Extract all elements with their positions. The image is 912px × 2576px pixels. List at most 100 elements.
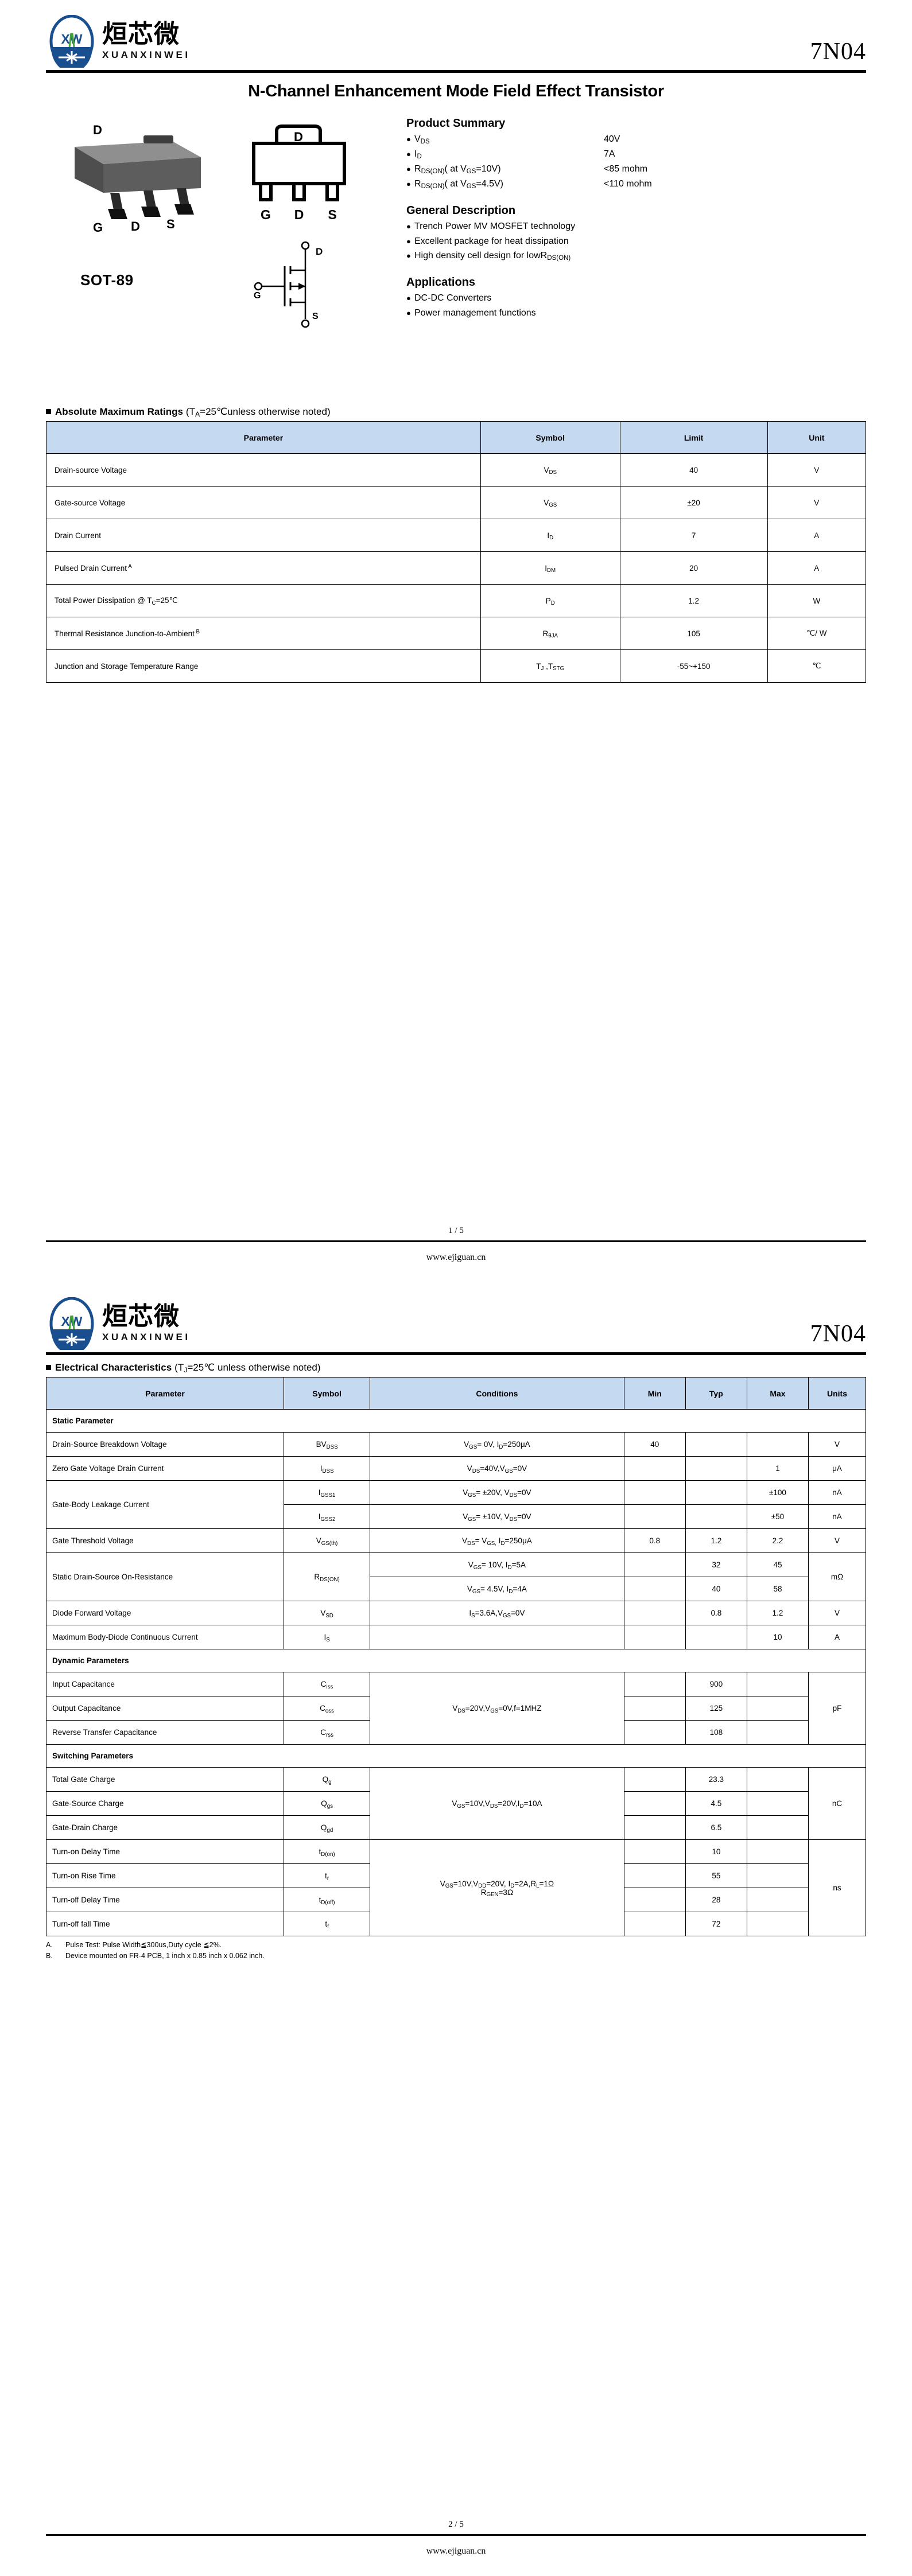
ec-cell-parameter: Turn-on Delay Time	[45, 1839, 285, 1864]
ec-cell-parameter: Input Capacitance	[45, 1672, 285, 1696]
table-row: Thermal Resistance Junction-to-Ambient B…	[46, 617, 867, 650]
list-item: ● DC-DC Converters	[406, 291, 866, 306]
ec-cell-typ: 900	[685, 1672, 747, 1696]
list-item: ● Excellent package for heat dissipation	[406, 234, 866, 249]
mosfet-schematic-icon: D G S	[254, 241, 323, 328]
package-photo-icon: D G D S	[75, 124, 201, 233]
company-name-en: XUANXINWEI	[102, 49, 191, 60]
ec-cell-symbol: VSD	[284, 1601, 371, 1625]
ec-cell-conditions: VGS= ±10V, VDS=0V	[370, 1504, 624, 1529]
ec-cell-typ: 108	[685, 1720, 747, 1745]
svg-text:S: S	[328, 207, 336, 222]
table-row: Total Power Dissipation @ TC=25℃ PD 1.2 W	[46, 584, 867, 617]
ec-cell-min	[623, 1601, 686, 1625]
ec-cell-typ: 72	[685, 1912, 747, 1936]
ec-cell-min	[623, 1767, 686, 1792]
ec-cell-units: mΩ	[808, 1552, 866, 1601]
table-row: Gate-Source Charge Qgs 4.5	[45, 1791, 866, 1816]
ec-cell-parameter: Reverse Transfer Capacitance	[45, 1720, 285, 1745]
amr-cell-limit: ±20	[619, 486, 768, 519]
ec-cell-min	[623, 1791, 686, 1816]
ec-cell-max	[746, 1767, 809, 1792]
amr-cell-parameter: Gate-source Voltage	[46, 486, 481, 519]
footer-url[interactable]: www.ejiguan.cn	[426, 1252, 486, 1262]
svg-text:D: D	[294, 207, 304, 222]
ec-cell-min: 40	[623, 1432, 686, 1457]
gd-item-3: High density cell design for low	[414, 251, 541, 261]
ec-cell-typ: 4.5	[685, 1791, 747, 1816]
ec-cell-parameter: Gate-Source Charge	[45, 1791, 285, 1816]
amr-cell-symbol: VGS	[480, 486, 620, 519]
table-row: Output Capacitance Coss 125	[45, 1696, 866, 1721]
page-1: XW 烜芯微 XUANXINWEI 7N04 N-Channel Enhance…	[0, 0, 912, 1282]
table-row: Drain-Source Breakdown Voltage BVDSS VGS= …	[45, 1432, 866, 1457]
ec-cell-symbol: tD(on)	[284, 1839, 371, 1864]
page-2-header: XW 烜芯微 XUANXINWEI 7N04	[46, 1282, 866, 1350]
ec-cell-parameter: Zero Gate Voltage Drain Current	[45, 1456, 285, 1481]
ec-cell-symbol: IS	[284, 1625, 371, 1649]
package-label: SOT-89	[80, 271, 134, 289]
table-header-row: Parameter Symbol Conditions Min Typ Max …	[45, 1377, 866, 1410]
company-logo: XW 烜芯微 XUANXINWEI	[46, 1297, 191, 1350]
app-item-2: Power management functions	[414, 308, 536, 318]
ec-cell-conditions: VGS= 10V, ID=5A	[370, 1552, 624, 1577]
page-2-footer: 2 / 5 www.ejiguan.cn	[46, 2520, 866, 2556]
package-graphics: D G D S D	[46, 114, 402, 406]
table-group-row: Dynamic Parameters	[46, 1649, 866, 1672]
summary-item-rdson-10v: ● RDS(ON)( at VGS=10V) <85 mohm	[406, 162, 866, 177]
ec-cell-min	[623, 1504, 686, 1529]
bullet-icon: ●	[406, 251, 411, 260]
amr-caption-condition: (TA=25℃unless otherwise noted)	[185, 406, 331, 419]
amr-cell-limit: 1.2	[619, 584, 768, 617]
amr-cell-unit: V	[767, 453, 867, 487]
logo-mark-icon: XW	[49, 15, 94, 68]
absolute-maximum-ratings-table: Parameter Symbol Limit Unit Drain-source…	[46, 421, 867, 683]
table-row: Turn-off Delay Time tD(off) 28	[45, 1888, 866, 1912]
page-number: 1 / 5	[448, 1226, 464, 1235]
amr-cell-limit: 105	[619, 617, 768, 650]
ec-caption-text: Electrical Characteristics	[55, 1362, 172, 1373]
ec-cell-parameter: Turn-off Delay Time	[45, 1888, 285, 1912]
ec-cell-symbol: RDS(ON)	[284, 1552, 371, 1601]
applications-list: ● DC-DC Converters ● Power management fu…	[406, 291, 866, 321]
svg-text:D: D	[93, 124, 102, 137]
ec-caption-condition: (TJ=25℃ unless otherwise noted)	[174, 1362, 321, 1375]
ec-cell-max	[746, 1863, 809, 1888]
ec-cell-max	[746, 1672, 809, 1696]
ec-cell-min	[623, 1456, 686, 1481]
ec-cell-max: 45	[746, 1552, 809, 1577]
ec-cell-max: 1	[746, 1456, 809, 1481]
ec-cell-min	[623, 1912, 686, 1936]
ec-cell-units: V	[808, 1528, 866, 1553]
ec-group-title: Static Parameter	[46, 1409, 866, 1433]
note-b: B. Device mounted on FR-4 PCB, 1 inch x …	[46, 1951, 866, 1962]
ec-table-body: Static Parameter Drain-Source Breakdown V…	[45, 1409, 866, 1936]
ec-cell-symbol: Qg	[284, 1767, 371, 1792]
ec-cell-conditions: VDS=20V,VGS=0V,f=1MHZ	[370, 1672, 624, 1745]
footer-divider	[46, 1240, 866, 1242]
table-row: Gate-source Voltage VGS ±20 V	[46, 486, 867, 519]
ec-cell-symbol: IDSS	[284, 1456, 371, 1481]
ec-cell-min	[623, 1672, 686, 1696]
amr-cell-parameter: Total Power Dissipation @ TC=25℃	[46, 584, 481, 617]
ec-cell-symbol: tf	[284, 1912, 371, 1936]
summary-item-id: ● ID 7A	[406, 147, 866, 162]
ec-cell-symbol: IGSS2	[284, 1504, 371, 1529]
table-row: Turn-off fall Time tf 72	[45, 1912, 866, 1936]
applications-heading: Applications	[406, 276, 476, 289]
ec-cell-parameter: Output Capacitance	[45, 1696, 285, 1721]
svg-text:G: G	[261, 207, 271, 222]
ec-cell-max: 2.2	[746, 1528, 809, 1553]
ec-cell-typ: 0.8	[685, 1601, 747, 1625]
gd-item-2: Excellent package for heat dissipation	[414, 236, 569, 246]
page-1-footer: 1 / 5 www.ejiguan.cn	[46, 1226, 866, 1263]
footer-url[interactable]: www.ejiguan.cn	[426, 2546, 486, 2556]
ec-group-title: Switching Parameters	[46, 1744, 866, 1768]
amr-cell-unit: A	[767, 551, 867, 585]
ec-cell-parameter: Gate-Body Leakage Current	[45, 1480, 285, 1529]
svg-text:D: D	[294, 130, 303, 144]
amr-cell-symbol: PD	[480, 584, 620, 617]
ec-cell-symbol: BVDSS	[284, 1432, 371, 1457]
bullet-icon: ●	[406, 164, 411, 173]
summary-value-rdson-45v: <110 mohm	[604, 178, 652, 189]
